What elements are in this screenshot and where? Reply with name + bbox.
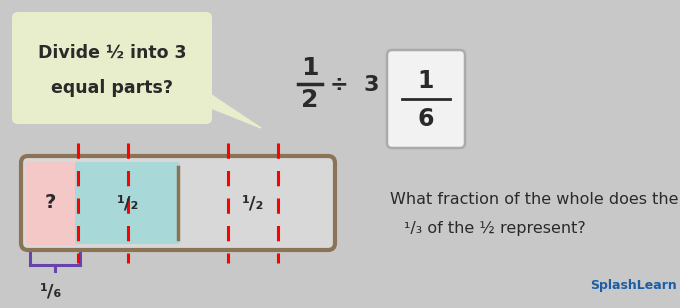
FancyBboxPatch shape [26, 161, 82, 245]
FancyBboxPatch shape [75, 162, 180, 244]
Text: ¹/₂: ¹/₂ [117, 194, 139, 212]
FancyBboxPatch shape [21, 156, 335, 250]
Text: ¹/₆: ¹/₆ [40, 283, 62, 301]
Text: 1: 1 [418, 69, 435, 93]
Text: ¹/₃ of the ½ represent?: ¹/₃ of the ½ represent? [404, 221, 585, 236]
Text: ?: ? [45, 193, 56, 213]
Polygon shape [201, 88, 261, 128]
FancyBboxPatch shape [387, 50, 465, 148]
Text: Divide ½ into 3: Divide ½ into 3 [38, 44, 186, 62]
Text: ÷  3  =: ÷ 3 = [330, 75, 413, 95]
Text: What fraction of the whole does the: What fraction of the whole does the [390, 192, 679, 208]
Text: 1: 1 [301, 56, 319, 80]
Text: ¹/₂: ¹/₂ [242, 194, 265, 212]
FancyBboxPatch shape [12, 12, 212, 124]
Text: 2: 2 [301, 88, 319, 112]
Text: SplashLearn: SplashLearn [590, 278, 677, 291]
Text: equal parts?: equal parts? [51, 79, 173, 97]
Text: 6: 6 [418, 107, 435, 131]
